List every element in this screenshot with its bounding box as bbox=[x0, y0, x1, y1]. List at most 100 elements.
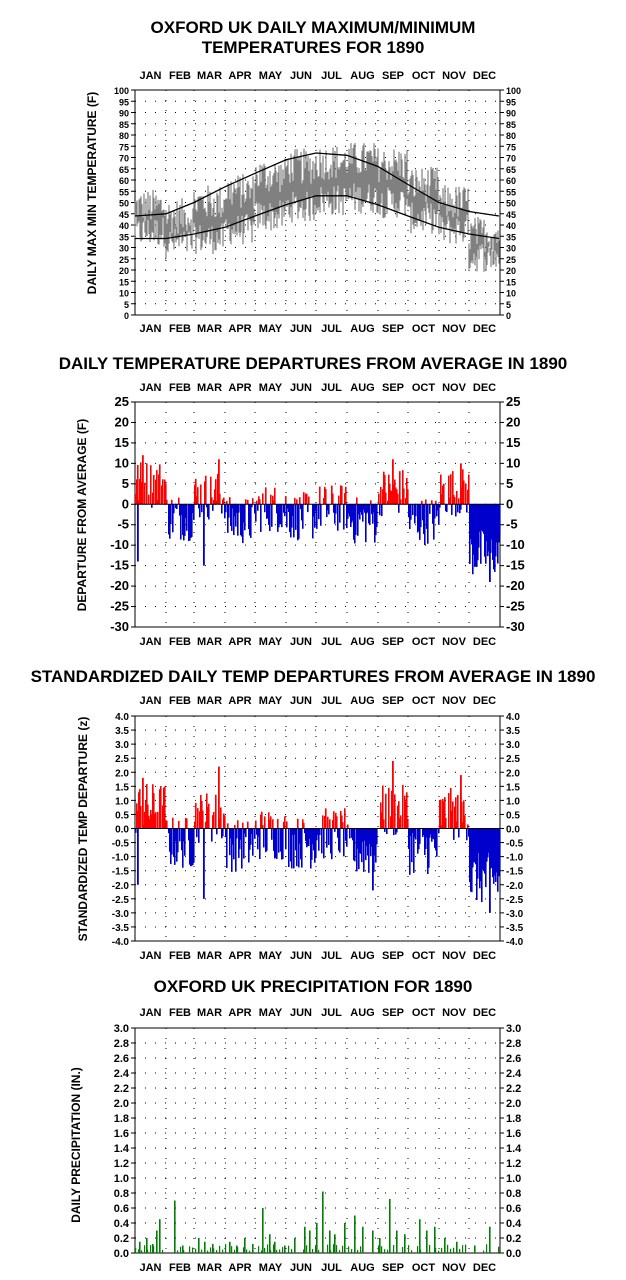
chart2-departure-bar bbox=[280, 504, 282, 525]
chart2-departure-bar bbox=[244, 504, 246, 531]
chart3-departure-bar bbox=[257, 828, 259, 850]
chart3-departure-bar bbox=[422, 828, 424, 837]
chart2-departure-bar bbox=[176, 504, 178, 509]
chart2-departure-bar bbox=[346, 504, 348, 529]
chart3-departure-bar bbox=[200, 794, 202, 829]
chart2-departure-bar bbox=[351, 504, 353, 523]
chart2-departure-bar bbox=[435, 500, 437, 505]
chart1-ytick-label-left: 10 bbox=[119, 289, 129, 299]
chart2-month-label-bottom: JUN bbox=[290, 636, 312, 648]
chart2-departure-bar bbox=[394, 479, 396, 505]
chart4-precip-bar bbox=[411, 1250, 413, 1253]
chart1-ytick-label-right: 40 bbox=[506, 221, 516, 231]
chart2-departure-bar bbox=[448, 475, 450, 505]
chart2-departure-bar bbox=[478, 504, 480, 548]
chart4-precip-bar bbox=[270, 1249, 272, 1253]
chart3-departure-bar bbox=[274, 828, 276, 859]
chart4-precip-bar bbox=[304, 1226, 306, 1253]
chart3-departure-bar bbox=[493, 828, 495, 884]
chart4-precip-bar bbox=[351, 1249, 353, 1253]
chart4-precip-bar bbox=[420, 1249, 422, 1253]
chart4-precip-bar bbox=[316, 1223, 318, 1253]
chart4-precip-bar bbox=[237, 1247, 239, 1253]
chart2-month-label-top: DEC bbox=[473, 382, 496, 394]
chart4-ytick-label-right: 1.2 bbox=[506, 1158, 521, 1170]
chart3-departure-bar bbox=[412, 828, 414, 834]
chart3-departure-bar bbox=[173, 828, 175, 857]
chart1-month-label-top: DEC bbox=[473, 70, 496, 82]
chart2-month-label-bottom: NOV bbox=[442, 636, 467, 648]
chart4-month-label-top: MAY bbox=[259, 1007, 283, 1019]
chart3-departure-bar bbox=[436, 828, 438, 857]
chart4-precip-bar bbox=[288, 1245, 290, 1253]
chart2-departure-bar bbox=[341, 485, 343, 505]
chart2-departure-bar bbox=[453, 495, 455, 505]
chart3-departure-bar bbox=[367, 828, 369, 856]
chart3-departure-bar bbox=[193, 828, 195, 863]
chart3-ytick-label-left: -1.5 bbox=[112, 867, 130, 878]
chart3-departure-bar bbox=[467, 824, 469, 829]
chart1-ytick-label-left: 65 bbox=[119, 165, 129, 175]
chart2-departure-bar bbox=[203, 504, 205, 566]
chart1-ytick-label-right: 10 bbox=[506, 289, 516, 299]
chart2-departure-bar bbox=[469, 504, 471, 564]
chart3-ytick-label-right: 1.5 bbox=[506, 782, 520, 793]
chart2-departure-bar bbox=[402, 470, 404, 505]
chart3-ytick-label-left: 2.5 bbox=[115, 754, 129, 765]
chart4-precip-bar bbox=[333, 1244, 335, 1253]
chart3-departure-bar bbox=[398, 801, 400, 829]
chart4-ytick-label-left: 1.0 bbox=[114, 1173, 129, 1185]
chart2-departure-bar bbox=[361, 504, 363, 515]
chart2-month-label-bottom: SEP bbox=[382, 636, 404, 648]
chart4-precip-bar bbox=[282, 1246, 284, 1253]
chart3-departure-bar bbox=[340, 810, 342, 829]
chart4-precip-bar bbox=[329, 1230, 331, 1253]
chart4-precip-bar bbox=[182, 1245, 184, 1253]
chart3-departure-bar bbox=[404, 795, 406, 829]
chart4-ytick-label-left: 1.6 bbox=[114, 1128, 129, 1140]
chart1-ytick-label-left: 35 bbox=[119, 232, 129, 242]
chart2-departure-bar bbox=[137, 464, 139, 505]
chart3-departure-bar bbox=[369, 828, 371, 844]
chart2-ytick-label-left: 5 bbox=[122, 476, 129, 491]
chart2-departure-bar bbox=[218, 459, 220, 505]
chart4-ytick-label-right: 2.6 bbox=[506, 1053, 521, 1065]
chart4-ytick-label-right: 0.2 bbox=[506, 1233, 521, 1245]
chart3-departure-bar bbox=[218, 766, 220, 829]
chart4-ytick-label-right: 0.8 bbox=[506, 1188, 521, 1200]
chart3-departure-bar bbox=[478, 828, 480, 854]
chart4-precip-bar bbox=[284, 1245, 286, 1253]
chart1-ytick-label-left: 0 bbox=[124, 311, 129, 321]
chart2-departure-bar bbox=[270, 494, 272, 505]
chart3-departure-bar bbox=[427, 828, 429, 874]
chart3-departure-bar bbox=[382, 785, 384, 829]
chart2-departure-bar bbox=[301, 504, 303, 521]
chart3-departure-bar bbox=[306, 828, 308, 848]
chart1-ytick-label-left: 95 bbox=[119, 97, 129, 107]
chart1-month-label-bottom: NOV bbox=[442, 323, 467, 335]
chart3-departure-bar bbox=[153, 793, 155, 829]
chart2-departure-bar bbox=[268, 504, 270, 525]
chart3-month-label-bottom: JAN bbox=[139, 950, 161, 962]
chart3-departure-bar bbox=[393, 828, 395, 836]
chart2-departure-bar bbox=[429, 504, 431, 514]
chart4-precip-bar bbox=[417, 1246, 419, 1253]
chart3-departure-bar bbox=[183, 828, 185, 842]
chart3-departure-bar bbox=[338, 828, 340, 851]
chart3-departure-bar bbox=[323, 828, 325, 859]
chart2-departure-bar bbox=[371, 504, 373, 515]
chart3-departure-bar bbox=[250, 828, 252, 845]
chart2-departure-bar bbox=[488, 504, 490, 552]
chart3-departure-bar bbox=[171, 828, 173, 855]
chart3-departure-bar bbox=[137, 828, 139, 885]
chart4-precip-bar bbox=[189, 1246, 191, 1253]
chart2-departure-bar bbox=[159, 464, 161, 505]
chart3-month-label-bottom: APR bbox=[228, 950, 251, 962]
chart4-precip-bar bbox=[450, 1248, 452, 1253]
chart3-departure-bar bbox=[358, 828, 360, 870]
chart1-month-label-bottom: JUL bbox=[321, 323, 342, 335]
chart4-ytick-label-right: 0.0 bbox=[506, 1248, 521, 1260]
chart3-departure-bar bbox=[324, 815, 326, 829]
chart1-ytick-label-right: 85 bbox=[506, 120, 516, 130]
chart3-departure-bar bbox=[275, 828, 277, 858]
